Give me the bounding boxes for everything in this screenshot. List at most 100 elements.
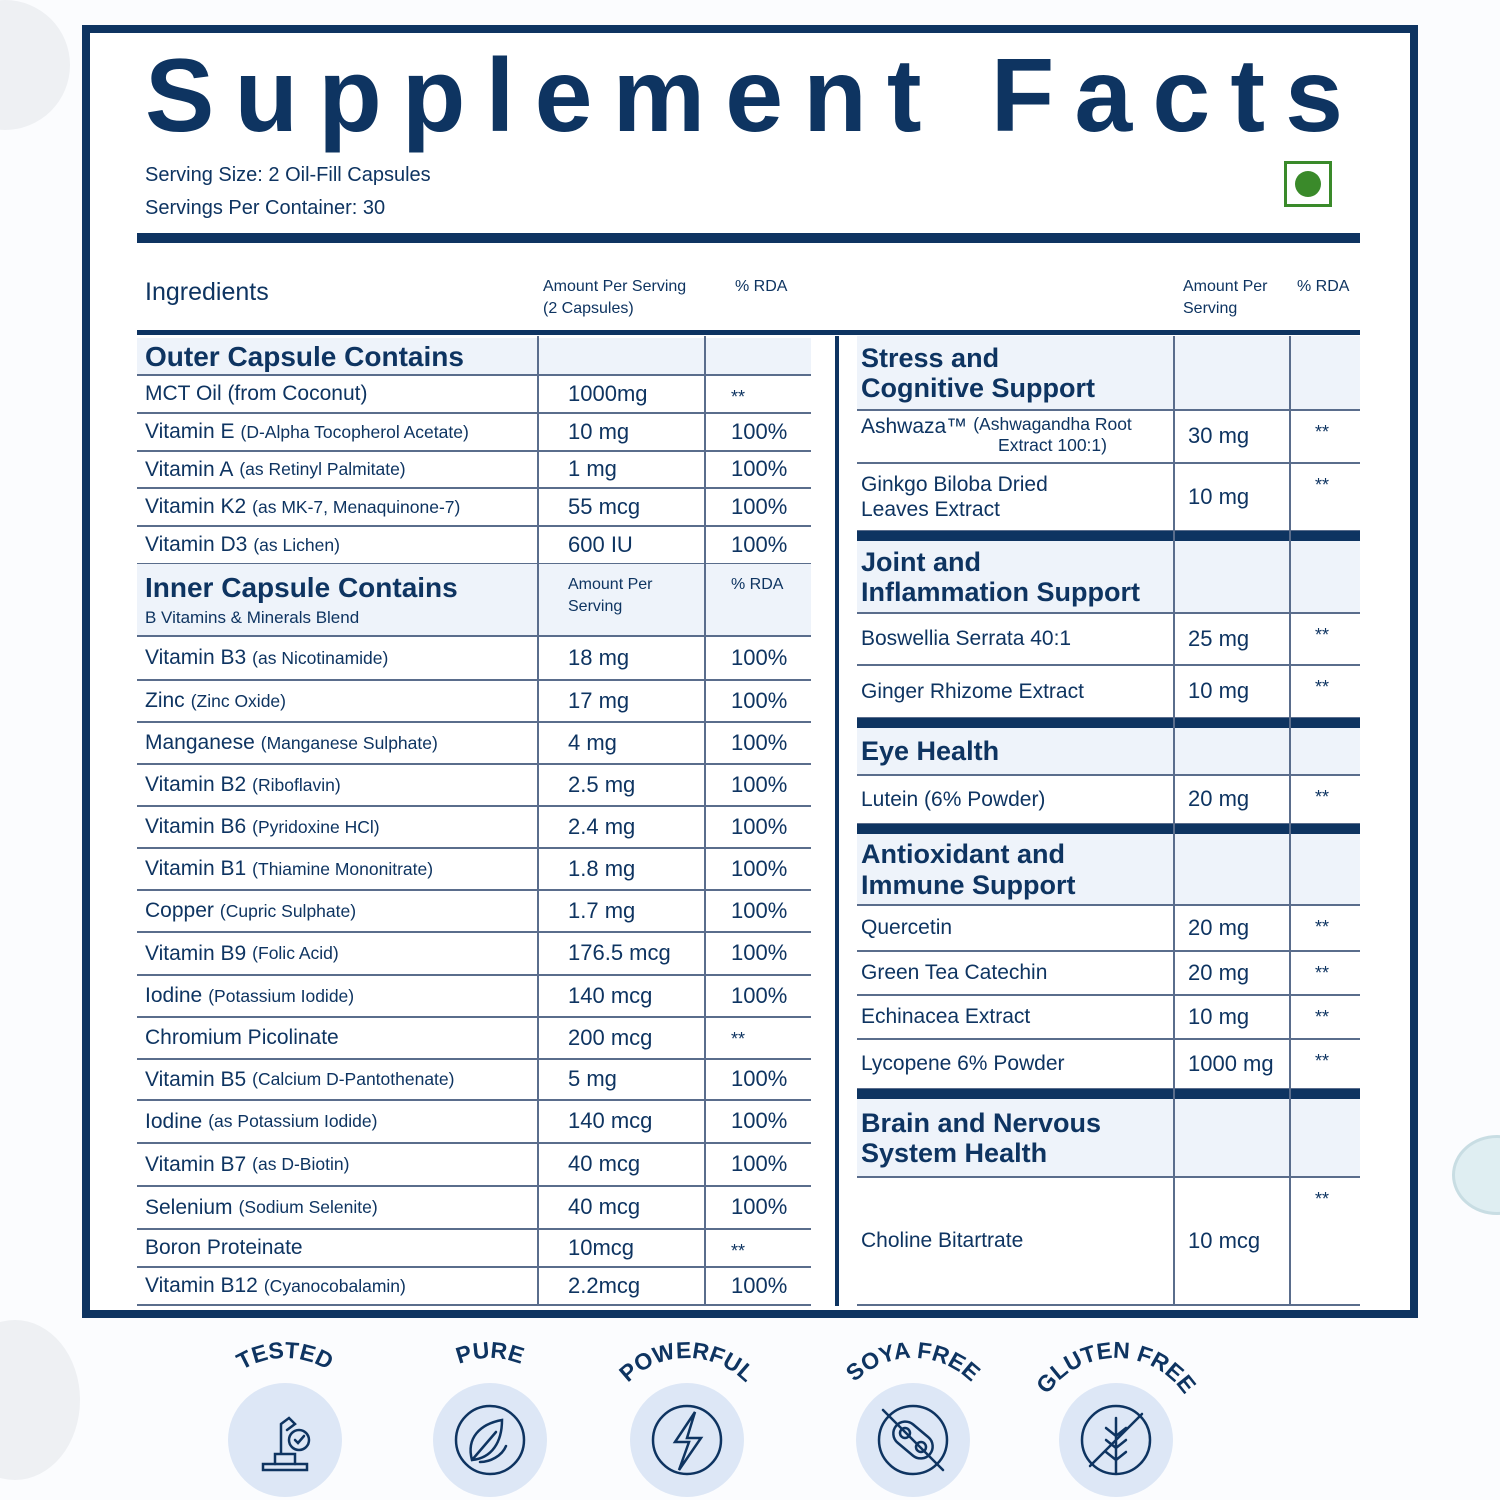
row-line [857, 1038, 1360, 1040]
ingredient: Vitamin B1 (Thiamine Mononitrate) [137, 848, 537, 890]
servings-per-container: Servings Per Container: 30 [145, 197, 386, 219]
rda: ** [1315, 677, 1330, 697]
row-line [137, 450, 811, 452]
ingredient-name: Selenium [145, 1195, 233, 1219]
ingredient: Green Tea Catechin [857, 951, 1173, 995]
ingredient-detail: (as Retinyl Palmitate) [239, 459, 406, 479]
ingredient-name: Lutein (6% Powder) [861, 787, 1046, 811]
row-line [137, 1142, 811, 1144]
rda: ** [1315, 963, 1330, 983]
row-line [857, 774, 1360, 776]
row-line [137, 721, 811, 723]
column-divider [835, 336, 839, 1306]
row-line [857, 1088, 1360, 1090]
amount: 4 mg [568, 729, 617, 755]
veg-dot [1295, 171, 1321, 197]
amount: 10 mg [1188, 1003, 1250, 1029]
amount-header: Amount Per Serving [543, 278, 687, 295]
row-line [137, 889, 811, 891]
veg-mark [1284, 161, 1332, 207]
row-line [137, 1099, 811, 1101]
section-title: Outer Capsule Contains [145, 340, 464, 372]
rda: 100% [731, 897, 788, 923]
badge-circle [630, 1383, 744, 1497]
ingredient-detail: (as MK-7, Menaquinone-7) [252, 496, 461, 517]
rda: 100% [731, 1194, 788, 1220]
amount: 1.8 mg [568, 855, 636, 881]
row-line [137, 679, 811, 681]
ingredient: Quercetin [857, 905, 1173, 951]
rda: 100% [731, 855, 788, 881]
rda-header: % RDA [1297, 278, 1350, 295]
row-line [857, 530, 1360, 532]
ingredient: Vitamin B5 (Calcium D-Pantothenate) [137, 1059, 537, 1100]
rda: ** [731, 387, 746, 407]
ingredient-name: Vitamin K2 [145, 495, 247, 519]
ingredient: Vitamin D3 (as Lichen) [137, 526, 537, 564]
ingredient: Lycopene 6% Powder [857, 1039, 1173, 1089]
rda: 100% [731, 1066, 788, 1092]
ingredient-name: Vitamin E [145, 420, 235, 444]
section-header [857, 834, 1360, 905]
ingredient: Boswellia Serrata 40:1 [857, 613, 1173, 665]
amount-note: (2 Capsules) [543, 300, 634, 317]
rda: ** [731, 1241, 746, 1261]
amount: 40 mcg [568, 1151, 641, 1177]
ingredient-name: Vitamin B2 [145, 773, 247, 797]
ingredient-name: MCT Oil (from Coconut) [145, 382, 368, 406]
ingredient: Vitamin B6 (Pyridoxine HCl) [137, 806, 537, 848]
amount: 5 mg [568, 1066, 617, 1092]
section-bar [857, 1089, 1360, 1099]
ingredient: Iodine (as Potassium Iodide) [137, 1100, 537, 1143]
ingredient-name: Vitamin B5 [145, 1067, 247, 1091]
ingredient-detail: (Zinc Oxide) [190, 690, 286, 711]
amount: 10mcg [568, 1234, 635, 1260]
row-line [137, 974, 811, 976]
row-line [137, 1016, 811, 1018]
amount: 20 mg [1188, 959, 1250, 985]
row-line [857, 612, 1360, 614]
row-line [137, 635, 811, 637]
icon-tested [261, 1416, 311, 1472]
divider [137, 330, 1360, 335]
row-line [137, 763, 811, 765]
rda-header: % RDA [731, 576, 784, 593]
ingredient: Lutein (6% Powder) [857, 775, 1173, 824]
amount: 600 IU [568, 531, 633, 557]
rda: 100% [731, 456, 788, 482]
badge-label: SOYA FREE [841, 1337, 985, 1386]
rda: 100% [731, 940, 788, 966]
ingredient-name: Lycopene 6% Powder [861, 1052, 1065, 1076]
title: Supplement Facts [145, 38, 1343, 154]
ingredient-name: Boron Proteinate [145, 1236, 303, 1260]
rda: ** [1315, 1007, 1330, 1027]
ingredient-name: Iodine [145, 1109, 203, 1133]
amount: 30 mg [1188, 423, 1250, 449]
rda: 100% [731, 1272, 788, 1298]
amount: 18 mg [568, 644, 630, 670]
row-line [137, 374, 811, 376]
row-line [857, 904, 1360, 906]
amount: 55 mcg [568, 493, 641, 519]
section-bar [857, 718, 1360, 728]
badge-label-path: PURE [453, 1337, 528, 1369]
ingredient: Ashwaza™ (Ashwagandha Root Extract 100:1) [857, 410, 1173, 463]
section-header [137, 564, 811, 636]
ingredient: Echinacea Extract [857, 995, 1173, 1039]
section-title: Stress and Cognitive Support [861, 342, 1095, 403]
icon-gluten-free [1080, 1404, 1152, 1476]
ingredient-name: Vitamin A [145, 457, 234, 481]
droplet [1452, 1135, 1500, 1215]
ingredient-name: Zinc [145, 689, 185, 713]
row-line [857, 1176, 1360, 1178]
rda: 100% [731, 1151, 788, 1177]
ingredient: Iodine (Potassium Iodide) [137, 975, 537, 1017]
row-line [857, 823, 1360, 825]
ingredient-detail: (as Lichen) [253, 534, 340, 555]
ingredient-detail: (Ashwagandha Root Extract 100:1) [973, 414, 1132, 455]
rda: ** [1315, 1189, 1330, 1209]
ingredient-name: Vitamin B6 [145, 815, 247, 839]
rda: 100% [731, 418, 788, 444]
ingredient: Zinc (Zinc Oxide) [137, 680, 537, 722]
